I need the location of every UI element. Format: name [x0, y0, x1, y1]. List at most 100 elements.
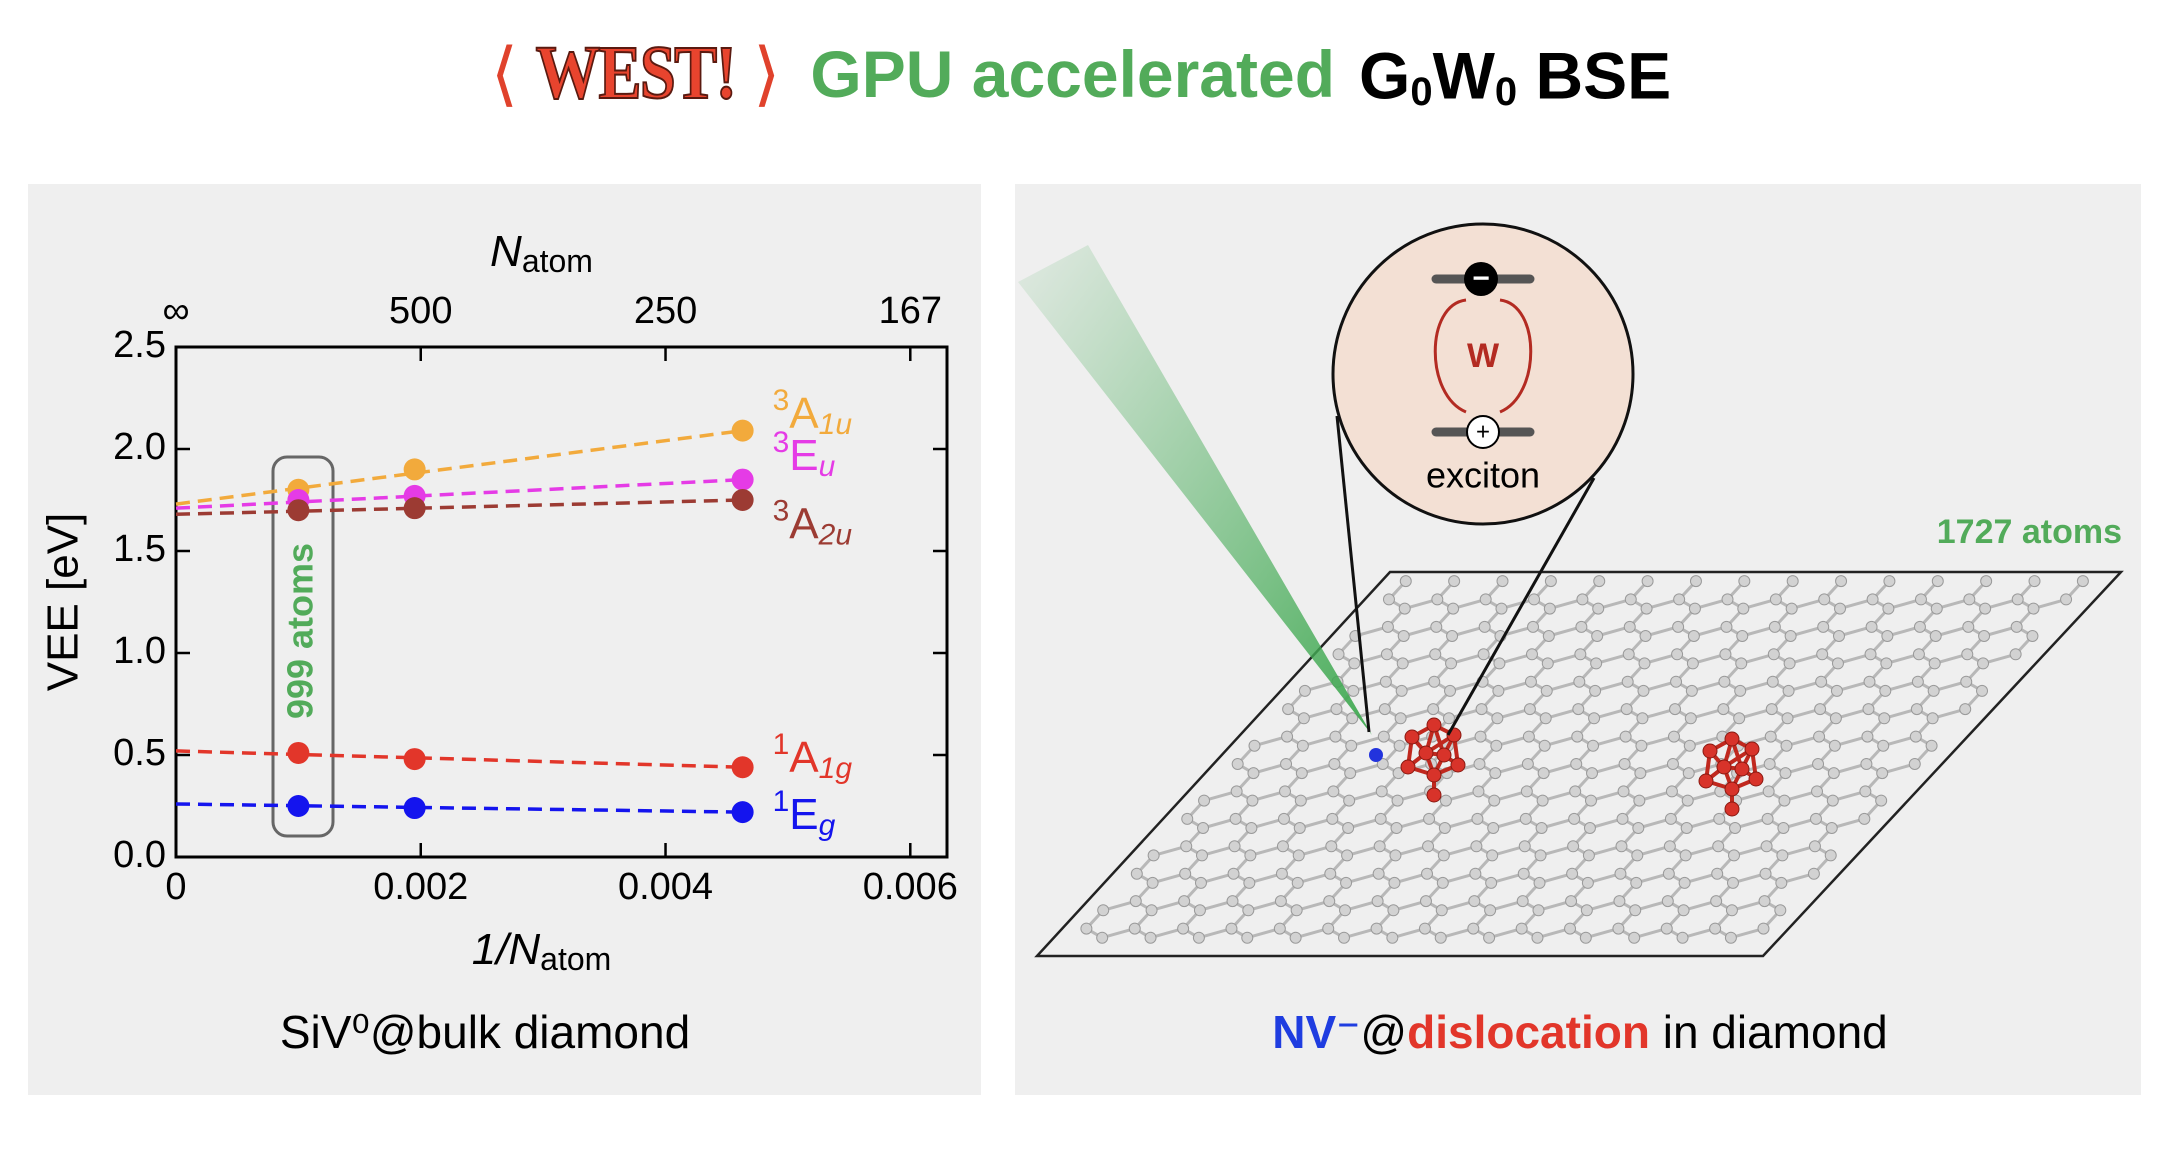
atom — [1776, 849, 1789, 862]
atom — [1586, 767, 1599, 780]
atom — [1963, 593, 1976, 606]
atom — [1423, 812, 1436, 825]
atom — [1544, 575, 1557, 588]
atom — [1528, 593, 1541, 606]
atom — [1778, 794, 1791, 807]
atom — [1860, 758, 1873, 770]
defect-atom — [1418, 745, 1434, 761]
atom — [1664, 812, 1677, 825]
atom — [1330, 703, 1343, 716]
atom — [1517, 867, 1530, 880]
point — [403, 797, 426, 820]
atom — [1539, 712, 1552, 725]
defect-atom — [1404, 729, 1420, 745]
atom — [1737, 602, 1750, 615]
atom — [1524, 675, 1537, 688]
method-part: BSE — [1517, 38, 1672, 113]
atom — [1429, 648, 1442, 661]
atom — [1638, 657, 1651, 670]
defect-atom — [1724, 781, 1740, 797]
atom — [1571, 730, 1584, 743]
atom — [1322, 922, 1335, 935]
atom — [1829, 712, 1842, 725]
atom — [1372, 867, 1385, 880]
atom — [1592, 602, 1605, 615]
series-label-sup: 3 — [773, 426, 790, 459]
atom — [1908, 758, 1921, 770]
atom — [1767, 648, 1780, 661]
method-part: W — [1432, 38, 1495, 113]
lattice — [1034, 570, 2124, 958]
inset-label: exciton — [1426, 455, 1540, 496]
atom — [1128, 922, 1141, 935]
atom — [1976, 684, 1989, 697]
atom — [1615, 840, 1628, 853]
atom — [1830, 684, 1843, 697]
atom — [1436, 876, 1449, 889]
series-label: 1Eg — [773, 785, 836, 842]
method-sub: 0 — [1494, 70, 1518, 115]
atom — [1623, 620, 1636, 633]
atom — [1977, 657, 1990, 670]
defect-atom — [1744, 741, 1760, 757]
atom — [1612, 922, 1625, 935]
atom — [1660, 922, 1673, 935]
atom — [1323, 895, 1336, 908]
atom — [1979, 602, 1992, 615]
atom — [1442, 712, 1455, 725]
x2-axis-label: Natom — [490, 227, 593, 280]
atom — [1808, 840, 1821, 853]
hole-sign: + — [1476, 418, 1490, 445]
atom — [1518, 840, 1531, 853]
atom — [1478, 620, 1491, 633]
point — [731, 801, 754, 824]
atom — [1910, 703, 1923, 716]
atom — [1630, 876, 1643, 889]
atom — [1863, 675, 1876, 688]
x2-axis-label-sub: atom — [522, 243, 593, 279]
atom — [1474, 730, 1487, 743]
atom — [1614, 867, 1627, 880]
atom — [1584, 794, 1597, 807]
atom — [1766, 675, 1779, 688]
atom — [1962, 620, 1975, 633]
atom — [1864, 648, 1877, 661]
atom — [1438, 822, 1451, 834]
atom — [1724, 931, 1737, 944]
atom — [1879, 684, 1892, 697]
atom — [1540, 684, 1553, 697]
defect-atom — [1426, 767, 1442, 783]
atom — [1581, 876, 1594, 889]
atom — [1775, 876, 1788, 889]
x-tick-label: 0.006 — [863, 866, 958, 908]
annotation-box — [271, 455, 335, 838]
atom — [1680, 822, 1693, 834]
zoom-line — [1335, 415, 1371, 733]
inset-circle — [1331, 222, 1635, 526]
atom — [1574, 648, 1587, 661]
atom — [1147, 849, 1160, 862]
defect-atom — [1426, 787, 1442, 803]
x-tick-label: 0.002 — [373, 866, 468, 908]
atom — [2060, 593, 2073, 606]
atom — [1380, 648, 1393, 661]
series-label-main: E — [789, 790, 818, 839]
atom — [1569, 785, 1582, 798]
atom — [1340, 876, 1353, 889]
atom — [1534, 849, 1547, 862]
annotation: 999 atoms — [280, 543, 321, 719]
atom — [1470, 840, 1483, 853]
atom — [1711, 867, 1724, 880]
atom — [1180, 840, 1193, 853]
atom — [1589, 684, 1602, 697]
logo-bracket: ⟨ — [490, 34, 519, 113]
atom — [1430, 620, 1443, 633]
atom — [1729, 822, 1742, 834]
atom — [1292, 849, 1305, 862]
atom — [1818, 593, 1831, 606]
atom — [1490, 739, 1503, 752]
atom — [2010, 620, 2023, 633]
atom — [1931, 575, 1944, 588]
defects — [1369, 717, 1764, 817]
atom — [1809, 812, 1822, 825]
